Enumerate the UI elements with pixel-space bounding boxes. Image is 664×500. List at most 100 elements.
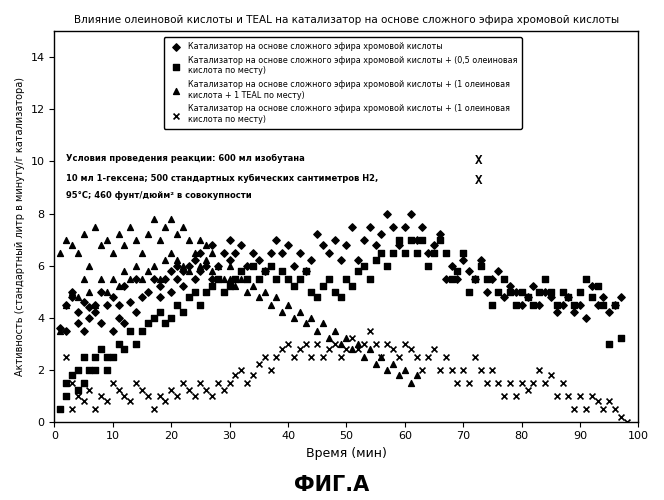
Катализатор на основе сложного эфира хромовой кислоты — [592, 300, 603, 308]
Катализатор на основе сложного эфира хромовой кислоты + (1 олеиновая
кислота по месту) — [131, 378, 141, 386]
Катализатор на основе сложного эфира хромовой кислоты + (1 олеиновая
кислота + 1 TEAL по месту) — [55, 248, 66, 256]
Катализатор на основе сложного эфира хромовой кислоты + (1 олеиновая
кислота по месту) — [195, 378, 206, 386]
Катализатор на основе сложного эфира хромовой кислоты + (0,5 олеиновая
кислота по месту) — [96, 345, 106, 353]
Катализатор на основе сложного эфира хромовой кислоты — [376, 230, 387, 238]
Катализатор на основе сложного эфира хромовой кислоты — [195, 248, 206, 256]
Катализатор на основе сложного эфира хромовой кислоты — [154, 282, 165, 290]
Катализатор на основе сложного эфира хромовой кислоты + (1 олеиновая
кислота + 1 TEAL по месту) — [300, 319, 311, 327]
Катализатор на основе сложного эфира хромовой кислоты — [271, 236, 282, 244]
Катализатор на основе сложного эфира хромовой кислоты + (1 олеиновая
кислота + 1 TEAL по месту) — [376, 352, 387, 360]
Катализатор на основе сложного эфира хромовой кислоты + (1 олеиновая
кислота + 1 TEAL по месту) — [177, 222, 188, 230]
Катализатор на основе сложного эфира хромовой кислоты + (1 олеиновая
кислота по месту) — [277, 345, 288, 353]
Катализатор на основе сложного эфира хромовой кислоты + (1 олеиновая
кислота + 1 TEAL по месту) — [84, 262, 95, 270]
Катализатор на основе сложного эфира хромовой кислоты + (0,5 олеиновая
кислота по месту) — [289, 282, 299, 290]
X-axis label: Время (мин): Время (мин) — [306, 447, 387, 460]
Катализатор на основе сложного эфира хромовой кислоты + (1 олеиновая
кислота по месту) — [96, 392, 106, 400]
Катализатор на основе сложного эфира хромовой кислоты + (1 олеиновая
кислота по месту) — [423, 352, 434, 360]
Катализатор на основе сложного эфира хромовой кислоты + (1 олеиновая
кислота по месту) — [411, 352, 422, 360]
Катализатор на основе сложного эфира хромовой кислоты + (1 олеиновая
кислота по месту) — [166, 386, 177, 394]
Катализатор на основе сложного эфира хромовой кислоты + (1 олеиновая
кислота + 1 TEAL по месту) — [207, 267, 217, 275]
Катализатор на основе сложного эфира хромовой кислоты + (0,5 олеиновая
кислота по месту) — [329, 288, 340, 296]
Катализатор на основе сложного эфира хромовой кислоты + (1 олеиновая
кислота + 1 TEAL по месту) — [394, 371, 404, 379]
Катализатор на основе сложного эфира хромовой кислоты — [335, 256, 346, 264]
Катализатор на основе сложного эфира хромовой кислоты — [137, 293, 147, 301]
Катализатор на основе сложного эфира хромовой кислоты + (1 олеиновая
кислота по месту) — [148, 404, 159, 412]
Катализатор на основе сложного эфира хромовой кислоты + (1 олеиновая
кислота + 1 TEAL по месту) — [271, 293, 282, 301]
Катализатор на основе сложного эфира хромовой кислоты — [166, 288, 177, 296]
Катализатор на основе сложного эфира хромовой кислоты + (1 олеиновая
кислота + 1 TEAL по месту) — [148, 262, 159, 270]
Катализатор на основе сложного эфира хромовой кислоты + (0,5 олеиновая
кислота по месту) — [546, 288, 556, 296]
Катализатор на основе сложного эфира хромовой кислоты + (0,5 олеиновая
кислота по месту) — [306, 288, 317, 296]
Катализатор на основе сложного эфира хромовой кислоты + (1 олеиновая
кислота по месту) — [248, 371, 258, 379]
Катализатор на основе сложного эфира хромовой кислоты + (0,5 олеиновая
кислота по месту) — [540, 274, 550, 282]
Катализатор на основе сложного эфира хромовой кислоты + (0,5 олеиновая
кислота по месту) — [382, 262, 392, 270]
Катализатор на основе сложного эфира хромовой кислоты + (1 олеиновая
кислота по месту) — [534, 366, 544, 374]
Катализатор на основе сложного эфира хромовой кислоты + (1 олеиновая
кислота + 1 TEAL по месту) — [78, 274, 89, 282]
Катализатор на основе сложного эфира хромовой кислоты + (1 олеиновая
кислота + 1 TEAL по месту) — [66, 240, 77, 248]
Катализатор на основе сложного эфира хромовой кислоты — [114, 314, 124, 322]
Катализатор на основе сложного эфира хромовой кислоты — [463, 267, 474, 275]
Катализатор на основе сложного эфира хромовой кислоты — [406, 210, 416, 218]
Катализатор на основе сложного эфира хромовой кислоты + (0,5 олеиновая
кислота по месту) — [423, 262, 434, 270]
Катализатор на основе сложного эфира хромовой кислоты — [108, 326, 118, 334]
Катализатор на основе сложного эфира хромовой кислоты + (1 олеиновая
кислота по месту) — [201, 386, 212, 394]
Катализатор на основе сложного эфира хромовой кислоты + (1 олеиновая
кислота по месту) — [452, 378, 463, 386]
Катализатор на основе сложного эфира хромовой кислоты + (1 олеиновая
кислота + 1 TEAL по месту) — [166, 214, 177, 222]
Text: 10 мл 1-гексена; 500 стандартных кубических сантиметров Н2,: 10 мл 1-гексена; 500 стандартных кубичес… — [66, 174, 378, 183]
Катализатор на основе сложного эфира хромовой кислоты + (0,5 олеиновая
кислота по месту) — [616, 334, 626, 342]
Катализатор на основе сложного эфира хромовой кислоты + (1 олеиновая
кислота + 1 TEAL по месту) — [108, 274, 118, 282]
Катализатор на основе сложного эфира хромовой кислоты — [84, 314, 95, 322]
Катализатор на основе сложного эфира хромовой кислоты — [242, 262, 252, 270]
Катализатор на основе сложного эфира хромовой кислоты + (1 олеиновая
кислота + 1 TEAL по месту) — [160, 256, 171, 264]
Катализатор на основе сложного эфира хромовой кислоты — [318, 240, 329, 248]
Катализатор на основе сложного эфира хромовой кислоты + (1 олеиновая
кислота по месту) — [517, 378, 527, 386]
Катализатор на основе сложного эфира хромовой кислоты + (1 олеиновая
кислота по месту) — [172, 392, 183, 400]
Катализатор на основе сложного эфира хромовой кислоты — [294, 248, 305, 256]
Катализатор на основе сложного эфира хромовой кислоты — [551, 308, 562, 316]
Катализатор на основе сложного эфира хромовой кислоты + (0,5 олеиновая
кислота по месту) — [610, 300, 620, 308]
Катализатор на основе сложного эфира хромовой кислоты + (0,5 олеиновая
кислота по месту) — [517, 288, 527, 296]
Катализатор на основе сложного эфира хромовой кислоты + (1 олеиновая
кислота + 1 TEAL по месту) — [388, 360, 398, 368]
Катализатор на основе сложного эфира хромовой кислоты + (1 олеиновая
кислота по месту) — [505, 378, 515, 386]
Катализатор на основе сложного эфира хромовой кислоты + (1 олеиновая
кислота по месту) — [400, 340, 410, 347]
Катализатор на основе сложного эфира хромовой кислоты + (0,5 олеиновая
кислота по месту) — [61, 392, 72, 400]
Катализатор на основе сложного эфира хромовой кислоты — [260, 267, 270, 275]
Катализатор на основе сложного эфира хромовой кислоты + (1 олеиновая
кислота по месту) — [283, 340, 293, 347]
Катализатор на основе сложного эфира хромовой кислоты + (0,5 олеиновая
кислота по месту) — [125, 326, 135, 334]
Катализатор на основе сложного эфира хромовой кислоты — [563, 293, 574, 301]
Катализатор на основе сложного эфира хромовой кислоты + (0,5 олеиновая
кислота по месту) — [55, 404, 66, 412]
Катализатор на основе сложного эфира хромовой кислоты — [540, 288, 550, 296]
Катализатор на основе сложного эфира хромовой кислоты + (1 олеиновая
кислота по месту) — [66, 378, 77, 386]
Катализатор на основе сложного эфира хромовой кислоты — [469, 274, 480, 282]
Катализатор на основе сложного эфира хромовой кислоты + (0,5 олеиновая
кислота по месту) — [347, 282, 358, 290]
Катализатор на основе сложного эфира хромовой кислоты — [125, 298, 135, 306]
Катализатор на основе сложного эфира хромовой кислоты — [511, 288, 521, 296]
Катализатор на основе сложного эфира хромовой кислоты + (1 олеиновая
кислота по месту) — [353, 345, 363, 353]
Legend: Катализатор на основе сложного эфира хромовой кислоты, Катализатор на основе сло: Катализатор на основе сложного эфира хро… — [163, 38, 522, 128]
Катализатор на основе сложного эфира хромовой кислоты — [277, 248, 288, 256]
Катализатор на основе сложного эфира хромовой кислоты — [201, 262, 212, 270]
Катализатор на основе сложного эфира хромовой кислоты + (1 олеиновая
кислота + 1 TEAL по месту) — [102, 236, 112, 244]
Катализатор на основе сложного эфира хромовой кислоты + (1 олеиновая
кислота + 1 TEAL по месту) — [236, 274, 246, 282]
Катализатор на основе сложного эфира хромовой кислоты + (1 олеиновая
кислота + 1 TEAL по месту) — [125, 274, 135, 282]
Катализатор на основе сложного эфира хромовой кислоты + (1 олеиновая
кислота по месту) — [394, 352, 404, 360]
Катализатор на основе сложного эфира хромовой кислоты + (1 олеиновая
кислота + 1 TEAL по месту) — [224, 274, 235, 282]
Катализатор на основе сложного эфира хромовой кислоты — [517, 300, 527, 308]
Катализатор на основе сложного эфира хромовой кислоты + (1 олеиновая
кислота по месту) — [406, 345, 416, 353]
Катализатор на основе сложного эфира хромовой кислоты + (1 олеиновая
кислота по месту) — [306, 352, 317, 360]
Катализатор на основе сложного эфира хромовой кислоты — [394, 240, 404, 248]
Катализатор на основе сложного эфира хромовой кислоты + (1 олеиновая
кислота по месту) — [499, 392, 509, 400]
Катализатор на основе сложного эфира хромовой кислоты — [435, 230, 446, 238]
Катализатор на основе сложного эфира хромовой кислоты — [528, 282, 539, 290]
Катализатор на основе сложного эфира хромовой кислоты — [423, 248, 434, 256]
Катализатор на основе сложного эфира хромовой кислоты — [78, 298, 89, 306]
Катализатор на основе сложного эфира хромовой кислоты + (1 олеиновая
кислота по месту) — [108, 378, 118, 386]
Катализатор на основе сложного эфира хромовой кислоты + (0,5 олеиновая
кислота по месту) — [248, 262, 258, 270]
Катализатор на основе сложного эфира хромовой кислоты — [499, 293, 509, 301]
Катализатор на основе сложного эфира хромовой кислоты + (0,5 олеиновая
кислота по месту) — [469, 274, 480, 282]
Катализатор на основе сложного эфира хромовой кислоты + (0,5 олеиновая
кислота по месту) — [189, 288, 200, 296]
Катализатор на основе сложного эфира хромовой кислоты + (1 олеиновая
кислота по месту) — [469, 352, 480, 360]
Катализатор на основе сложного эфира хромовой кислоты — [96, 319, 106, 327]
Катализатор на основе сложного эфира хромовой кислоты + (1 олеиновая
кислота + 1 TEAL по месту) — [189, 248, 200, 256]
Катализатор на основе сложного эфира хромовой кислоты — [347, 222, 358, 230]
